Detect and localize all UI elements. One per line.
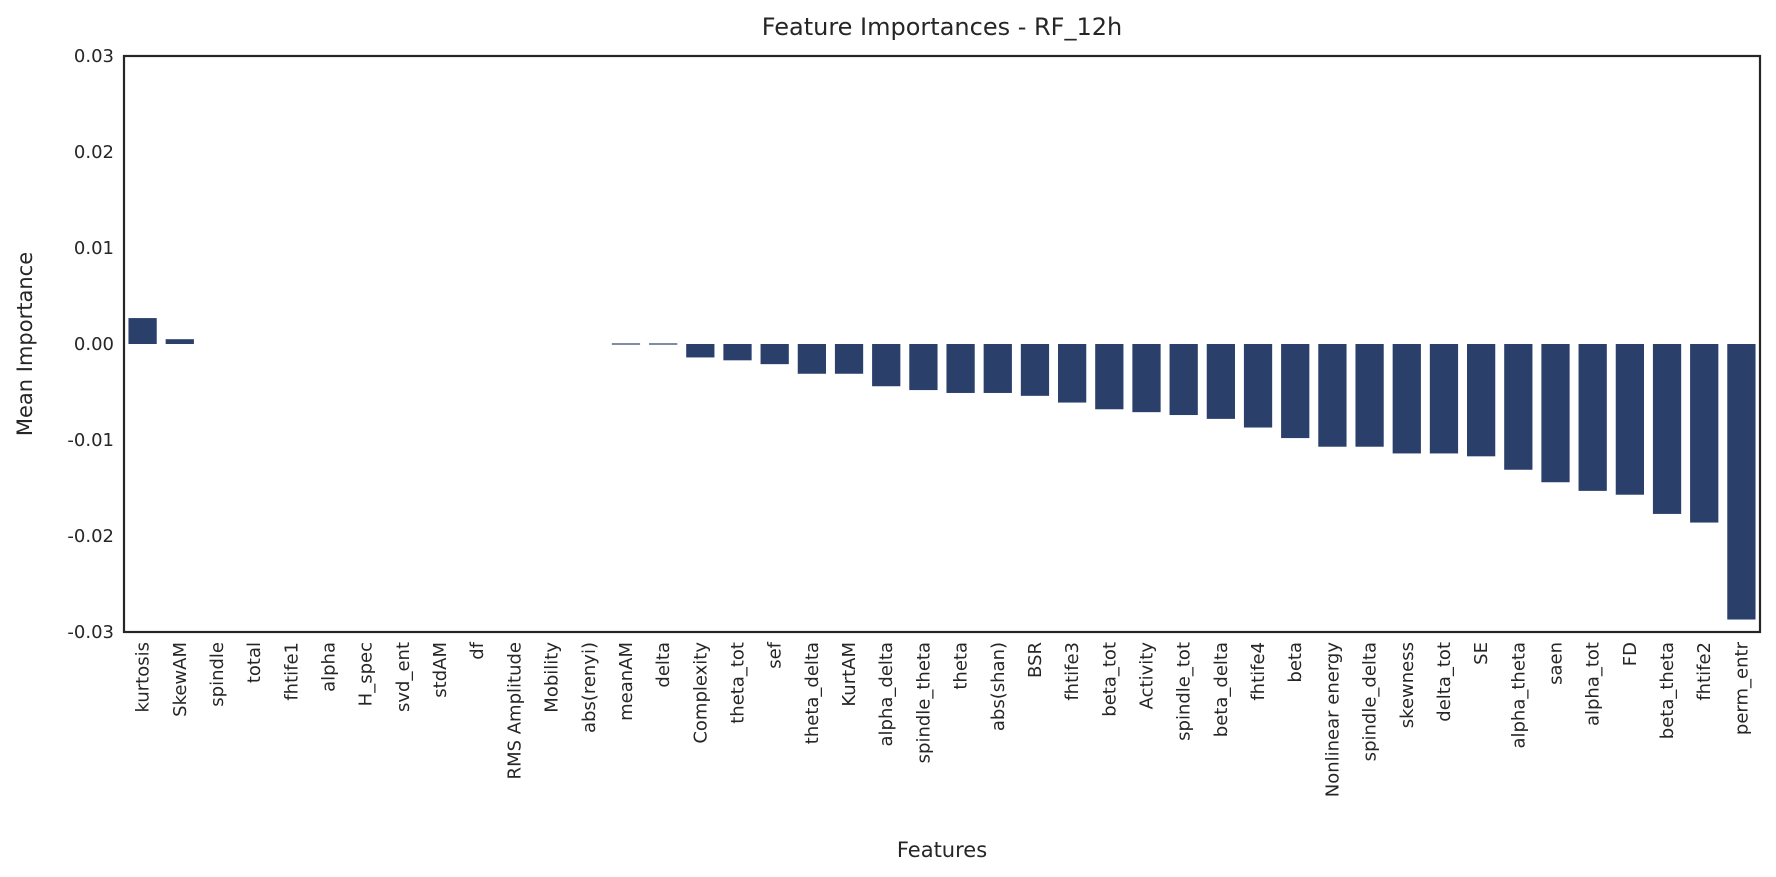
bar [1541, 344, 1570, 483]
x-tick-label: alpha [319, 642, 340, 692]
x-tick-label: RMS Amplitude [504, 642, 525, 779]
x-tick-label: fhtife1 [281, 642, 302, 701]
y-tick-label: 0.03 [74, 46, 114, 67]
bar [983, 344, 1012, 393]
x-axis-ticks: kurtosis SkewAM spindle total fhtife1 alpha H_… [133, 641, 1753, 797]
x-tick-label: Complexity [690, 642, 711, 744]
x-tick-label: total [244, 642, 265, 683]
x-tick-label: spindle_theta [913, 642, 934, 763]
chart-title: Feature Importances - RF_12h [762, 13, 1123, 41]
x-tick-label: skewness [1397, 642, 1418, 728]
x-tick-label: beta_theta [1657, 642, 1678, 739]
x-tick-label: perm_entr [1731, 641, 1752, 735]
bar [1429, 344, 1459, 454]
x-axis-label: Features [897, 838, 987, 862]
x-tick-label: beta_tot [1099, 642, 1120, 717]
y-tick-label: -0.03 [67, 622, 114, 643]
bar [834, 344, 864, 374]
bar [797, 344, 826, 374]
x-tick-label: SE [1471, 642, 1492, 665]
x-tick-label: SkewAM [170, 642, 191, 717]
bar [1058, 344, 1087, 403]
bar [723, 344, 752, 361]
bar [1206, 344, 1235, 419]
x-tick-label: delta_tot [1434, 642, 1455, 722]
x-tick-label: Mobility [542, 642, 563, 713]
x-tick-label: KurtAM [839, 642, 860, 707]
x-tick-label: df [467, 641, 488, 659]
bar [1578, 344, 1607, 491]
plot-frame [122, 54, 1762, 634]
x-tick-label: BSR [1025, 642, 1046, 678]
x-tick-label: theta_tot [728, 642, 749, 724]
x-tick-label: alpha_tot [1583, 642, 1604, 726]
bar [1727, 344, 1756, 620]
y-axis-label: Mean Importance [13, 252, 37, 436]
x-tick-label: spindle_tot [1174, 642, 1195, 741]
x-tick-label: stdAM [430, 642, 451, 698]
bar [1392, 344, 1421, 454]
bar [1132, 344, 1161, 413]
y-tick-label: 0.00 [74, 334, 114, 355]
x-tick-label: abs(renyi) [579, 642, 600, 733]
bar [1281, 344, 1310, 439]
bar [165, 339, 194, 344]
bar [1095, 344, 1124, 410]
y-tick-label: 0.02 [74, 142, 114, 163]
bar [872, 344, 901, 387]
x-tick-label: FD [1620, 642, 1641, 666]
bar [1020, 344, 1050, 396]
y-axis-ticks: -0.03 -0.02 -0.01 0.00 0.01 0.02 0.03 [67, 46, 114, 643]
bar [611, 343, 641, 345]
bar [1652, 344, 1682, 514]
bar [760, 344, 789, 365]
x-tick-label: fhtife3 [1062, 642, 1083, 701]
x-tick-label: kurtosis [133, 642, 154, 713]
x-tick-label: fhtife4 [1248, 642, 1269, 701]
bar [1243, 344, 1273, 428]
y-tick-label: 0.01 [74, 238, 114, 259]
y-tick-label: -0.02 [67, 526, 114, 547]
bar [1467, 344, 1496, 457]
x-tick-label: saen [1546, 642, 1567, 685]
bar [909, 344, 938, 391]
bar [1504, 344, 1533, 470]
x-tick-label: meanAM [616, 642, 637, 721]
bar [1318, 344, 1347, 447]
x-tick-label: sef [765, 641, 786, 668]
bar [649, 343, 678, 345]
x-tick-label: svd_ent [393, 642, 414, 712]
x-tick-label: beta_delta [1211, 642, 1232, 737]
bar [946, 344, 975, 393]
x-tick-label: Activity [1137, 642, 1158, 710]
x-tick-label: Nonlinear energy [1322, 642, 1343, 798]
x-tick-label: theta_delta [802, 642, 823, 744]
x-tick-label: alpha_theta [1508, 642, 1529, 749]
x-tick-label: spindle [207, 642, 228, 707]
bar [1690, 344, 1719, 523]
x-tick-label: alpha_delta [876, 642, 897, 746]
bar [128, 318, 157, 344]
bar [1169, 344, 1198, 416]
bar [1615, 344, 1644, 495]
y-tick-label: -0.01 [67, 430, 114, 451]
x-tick-label: theta [951, 642, 972, 690]
bars [128, 318, 1756, 620]
x-tick-label: beta [1285, 642, 1306, 683]
x-tick-label: H_spec [356, 642, 377, 706]
bar [1355, 344, 1384, 447]
x-tick-label: abs(shan) [988, 642, 1009, 731]
bar [686, 344, 715, 358]
x-tick-label: fhtife2 [1694, 642, 1715, 701]
x-tick-label: delta [653, 642, 674, 688]
x-tick-label: spindle_delta [1360, 642, 1381, 761]
